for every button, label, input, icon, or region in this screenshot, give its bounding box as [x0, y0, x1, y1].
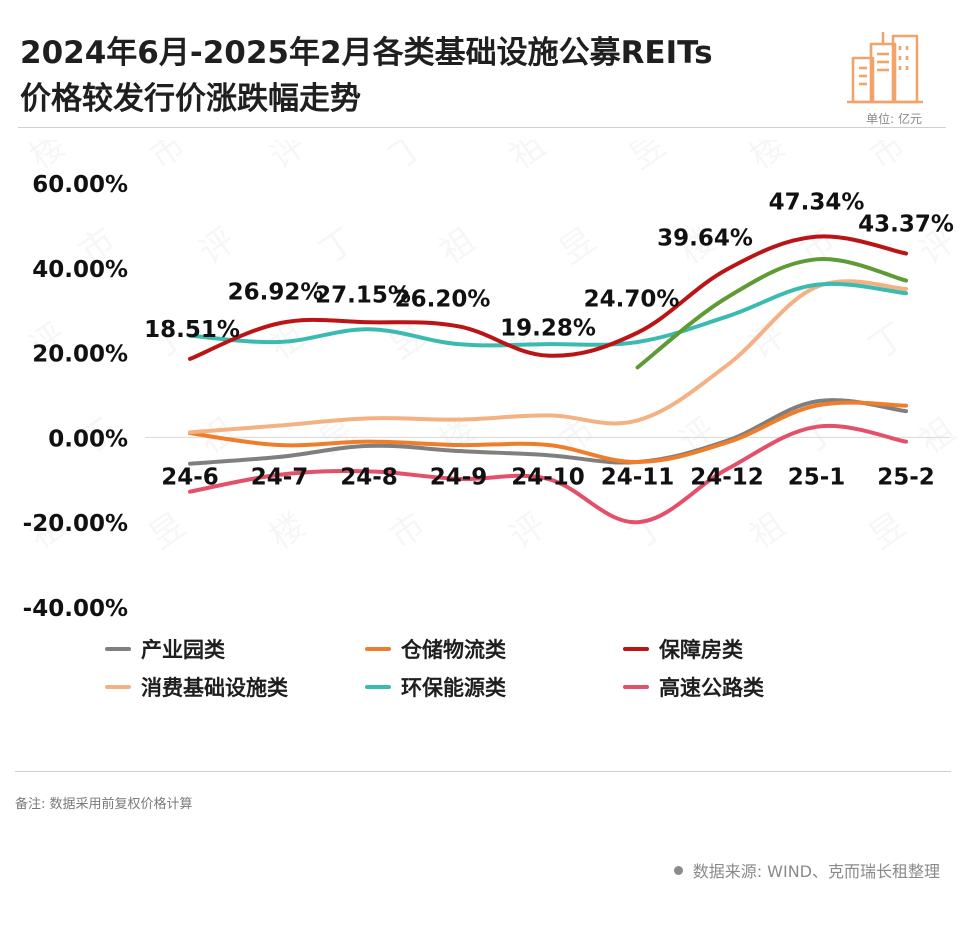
chart-title: 2024年6月-2025年2月各类基础设施公募REITs 价格较发行价涨跌幅走势	[20, 30, 820, 122]
bullet-icon	[673, 865, 683, 875]
legend-item: 仓储物流类	[365, 634, 506, 664]
x-tick-label: 24-9	[430, 464, 488, 490]
y-tick-label: -40.00%	[23, 596, 128, 622]
watermark-glyph: 丁	[312, 220, 363, 272]
legend-swatch	[105, 647, 131, 651]
legend-item: 产业园类	[105, 634, 225, 664]
legend-label: 环保能源类	[401, 676, 506, 700]
watermark-glyph: 评	[502, 505, 553, 557]
legend-swatch	[105, 685, 131, 689]
x-tick-label: 24-8	[340, 464, 398, 490]
footer-divider	[15, 771, 951, 772]
watermark-glyph: 评	[262, 140, 313, 177]
x-tick-label: 24-10	[511, 464, 585, 490]
watermark-glyph: 市	[862, 140, 913, 177]
y-tick-label: 20.00%	[32, 342, 128, 368]
legend-label: 消费基础设施类	[141, 676, 288, 700]
y-axis: 60.00% 40.00% 20.00% 0.00% -20.00% -40.00%	[23, 172, 128, 622]
watermark-glyph: 评	[192, 220, 243, 272]
data-label: 19.28%	[500, 316, 596, 342]
data-label: 39.64%	[657, 225, 753, 251]
data-label: 26.20%	[395, 286, 491, 312]
watermark-glyph: 祖	[432, 220, 483, 272]
series-line-环保能源类	[188, 281, 908, 348]
source-line: 数据来源: WIND、克而瑞长租整理	[673, 858, 940, 882]
x-tick-label: 24-11	[601, 464, 675, 490]
y-tick-label: -20.00%	[23, 511, 128, 537]
watermark-glyph: 市	[382, 505, 433, 557]
watermark-glyph: 昱	[622, 140, 673, 177]
title-line-2: 价格较发行价涨跌幅走势	[20, 81, 361, 117]
title-line-1: 2024年6月-2025年2月各类基础设施公募REITs	[20, 35, 713, 71]
watermark-glyph: 楼	[262, 505, 313, 557]
watermark-glyph: 祖	[912, 410, 960, 462]
legend-item: 环保能源类	[365, 672, 506, 702]
legend-label: 保障房类	[659, 638, 743, 662]
line-chart: 楼市评丁祖昱楼市市评丁祖昱楼市评评丁祖昱楼市评丁丁祖昱楼市评丁祖祖昱楼市评丁祖昱…	[23, 140, 960, 622]
legend-item: 保障房类	[623, 634, 743, 664]
building-icon	[847, 32, 923, 104]
footnote: 备注: 数据采用前复权价格计算	[15, 797, 193, 812]
legend-swatch	[623, 685, 649, 689]
source-text: 数据来源: WIND、克而瑞长租整理	[692, 862, 940, 881]
legend-swatch	[365, 647, 391, 651]
watermark-glyph: 丁	[792, 410, 843, 462]
legend-item: 消费基础设施类	[105, 672, 288, 702]
x-tick-label: 24-12	[690, 464, 764, 490]
data-label: 27.15%	[315, 282, 411, 308]
y-tick-label: 40.00%	[32, 257, 128, 283]
series-line-产业园类	[188, 398, 908, 466]
x-tick-label: 24-6	[161, 464, 219, 490]
x-tick-label: 25-1	[788, 464, 846, 490]
watermark-glyph: 评	[742, 315, 793, 367]
watermark-glyph: 丁	[382, 140, 433, 177]
watermark-glyph: 丁	[862, 315, 913, 367]
watermark-glyph: 昱	[552, 220, 603, 272]
title-divider	[18, 127, 946, 128]
series-line-unnamed	[635, 257, 908, 370]
legend-swatch	[623, 647, 649, 651]
legend-label: 产业园类	[141, 638, 225, 662]
series-line-高速公路类	[188, 423, 908, 525]
legend-swatch	[365, 685, 391, 689]
unit-label: 单位: 亿元	[866, 112, 922, 126]
data-label: 26.92%	[228, 279, 324, 305]
x-tick-label: 24-7	[251, 464, 309, 490]
legend-label: 仓储物流类	[401, 638, 506, 662]
series-lines	[188, 234, 908, 525]
watermark-glyph: 昱	[862, 505, 913, 557]
watermark-glyph: 祖	[502, 140, 553, 177]
watermark-glyph: 祖	[742, 505, 793, 557]
data-label: 47.34%	[769, 190, 865, 216]
legend-item: 高速公路类	[623, 672, 764, 702]
x-axis: 24-6 24-7 24-8 24-9 24-10 24-11 24-12 25-1 25-2	[161, 464, 935, 490]
data-label: 43.37%	[858, 212, 954, 238]
y-tick-label: 0.00%	[48, 426, 128, 452]
data-labels: 18.51% 26.92%27.15%26.20% 19.28% 24.70% 39.6…	[144, 190, 954, 343]
data-label: 18.51%	[144, 317, 240, 343]
legend: 产业园类 仓储物流类 保障房类消费基础设施类 环保能源类 高速公路类	[105, 632, 905, 712]
watermark-glyph: 市	[792, 220, 843, 272]
x-tick-label: 25-2	[877, 464, 935, 490]
series-line-仓储物流类	[188, 400, 908, 464]
watermark-glyph: 昱	[142, 505, 193, 557]
series-line-消费基础设施类	[188, 279, 908, 435]
watermark-glyph: 楼	[742, 140, 793, 177]
watermark-glyph: 市	[142, 140, 193, 177]
series-line-保障房类	[188, 234, 908, 361]
y-tick-label: 60.00%	[32, 172, 128, 198]
legend-label: 高速公路类	[659, 676, 764, 700]
data-label: 24.70%	[584, 287, 680, 313]
